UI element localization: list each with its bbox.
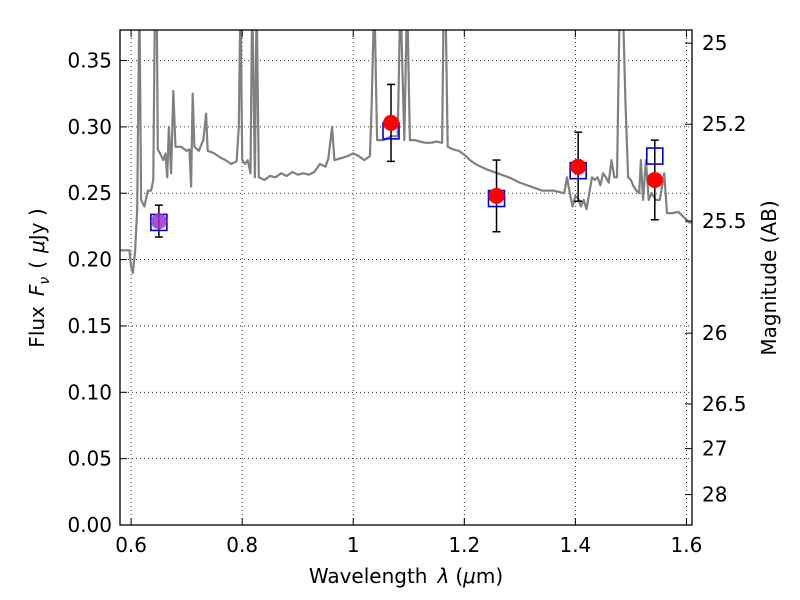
y2-tick-label: 26.5 [702, 392, 747, 416]
y-tick-label: 0.20 [67, 248, 112, 272]
y2-tick-label: 27 [702, 437, 727, 461]
y-axis-label-subscript: ν [37, 277, 53, 285]
x-tick-label: 1 [347, 533, 360, 557]
y-axis-label-symbol: F [25, 284, 49, 296]
y-tick-label: 0.25 [67, 181, 112, 205]
y2-tick-label: 25.5 [702, 209, 747, 233]
observed-circle-marker [150, 213, 167, 230]
x-tick-label: 1.2 [448, 533, 480, 557]
x-axis-label-symbol: λ [436, 564, 449, 588]
observed-circle-marker [570, 158, 587, 175]
y-axis-label: Flux Fν ( μJy ) [25, 208, 53, 347]
x-axis-label-unit: m) [476, 564, 503, 588]
model-spectrum-line [120, 30, 692, 274]
observed-photometry-markers [150, 114, 663, 230]
y2-tick-label: 25 [702, 31, 727, 55]
x-tick-label: 1.6 [671, 533, 703, 557]
y2-tick-label: 25.2 [702, 112, 747, 136]
observed-circle-marker [646, 171, 663, 188]
y-tick-label: 0.35 [67, 49, 112, 73]
y-tick-label: 0.15 [67, 314, 112, 338]
y2-tick-label: 28 [702, 483, 727, 507]
model-spectrum [120, 30, 692, 274]
y-tick-label: 0.05 [67, 447, 112, 471]
y-tick-label: 0.00 [67, 513, 112, 537]
y-tick-label: 0.30 [67, 115, 112, 139]
y-axis-label-unit: Jy ) [25, 208, 49, 242]
x-axis-label: Wavelength λ (μm) [309, 564, 503, 588]
x-tick-label: 1.4 [559, 533, 591, 557]
observed-circle-marker [383, 114, 400, 131]
y2-tick-label: 26 [702, 321, 727, 345]
observed-circle-marker [488, 187, 505, 204]
x-tick-label: 0.6 [115, 533, 147, 557]
y2-axis-label: Magnitude (AB) [757, 200, 781, 355]
synthetic-square-marker [645, 147, 664, 165]
axis-ticks: 0.6 0.8 1 1.2 1.4 1.6 0.00 0.05 0.10 0.15 0.20 0.25… [67, 30, 747, 557]
y-axis-label-open: ( [25, 261, 49, 269]
grid-lines [120, 30, 692, 525]
x-axis-label-mu: μ [462, 564, 476, 588]
x-axis-label-text: Wavelength [309, 564, 428, 588]
synthetic-photometry-markers [150, 122, 664, 232]
x-axis-label-open: ( [455, 564, 463, 588]
plot-frame [119, 29, 693, 526]
x-tick-label: 0.8 [226, 533, 258, 557]
y-tick-label: 0.10 [67, 380, 112, 404]
y-axis-label-text: Flux [25, 306, 49, 348]
y-axis-label-mu: μ [25, 240, 49, 254]
